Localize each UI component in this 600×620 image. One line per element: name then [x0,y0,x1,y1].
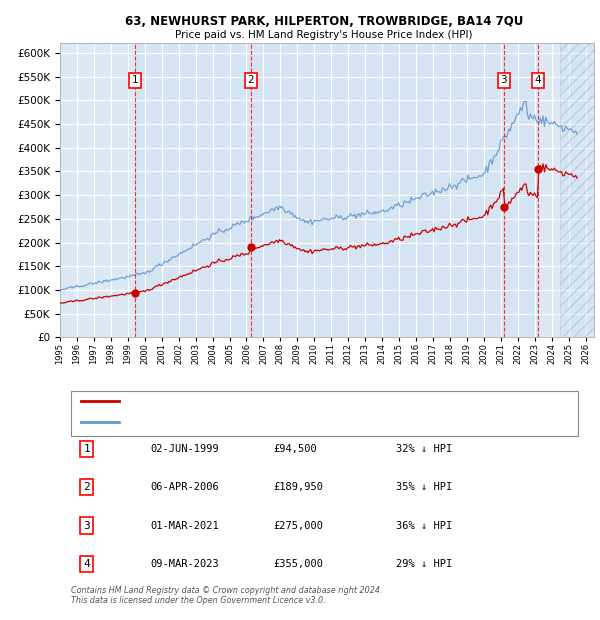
Bar [135,43,251,337]
Text: 36% ↓ HPI: 36% ↓ HPI [397,521,452,531]
Bar [503,43,538,337]
Text: 63, NEWHURST PARK, HILPERTON, TROWBRIDGE, BA14 7QU (detached house): 63, NEWHURST PARK, HILPERTON, TROWBRIDGE… [130,397,482,405]
Text: 1: 1 [83,444,90,454]
Text: 32% ↓ HPI: 32% ↓ HPI [397,444,452,454]
Text: 1: 1 [131,75,138,85]
Text: 3: 3 [83,521,90,531]
Text: 2: 2 [83,482,90,492]
Text: 4: 4 [83,559,90,569]
Text: Price paid vs. HM Land Registry's House Price Index (HPI): Price paid vs. HM Land Registry's House … [175,30,473,40]
Text: £94,500: £94,500 [274,444,317,454]
Bar [560,43,594,337]
Text: 02-JUN-1999: 02-JUN-1999 [151,444,220,454]
Text: Contains HM Land Registry data © Crown copyright and database right 2024.
This d: Contains HM Land Registry data © Crown c… [71,585,382,605]
Text: 01-MAR-2021: 01-MAR-2021 [151,521,220,531]
Text: 09-MAR-2023: 09-MAR-2023 [151,559,220,569]
Text: £355,000: £355,000 [274,559,323,569]
Text: 63, NEWHURST PARK, HILPERTON, TROWBRIDGE, BA14 7QU: 63, NEWHURST PARK, HILPERTON, TROWBRIDGE… [125,15,523,28]
Text: 06-APR-2006: 06-APR-2006 [151,482,220,492]
Text: HPI: Average price, detached house, Wiltshire: HPI: Average price, detached house, Wilt… [130,418,337,427]
Text: £189,950: £189,950 [274,482,323,492]
Text: £275,000: £275,000 [274,521,323,531]
Text: 35% ↓ HPI: 35% ↓ HPI [397,482,452,492]
FancyBboxPatch shape [71,391,578,436]
Text: 3: 3 [500,75,507,85]
Bar [251,43,503,337]
Text: 29% ↓ HPI: 29% ↓ HPI [397,559,452,569]
Text: 4: 4 [535,75,541,85]
Text: 2: 2 [248,75,254,85]
